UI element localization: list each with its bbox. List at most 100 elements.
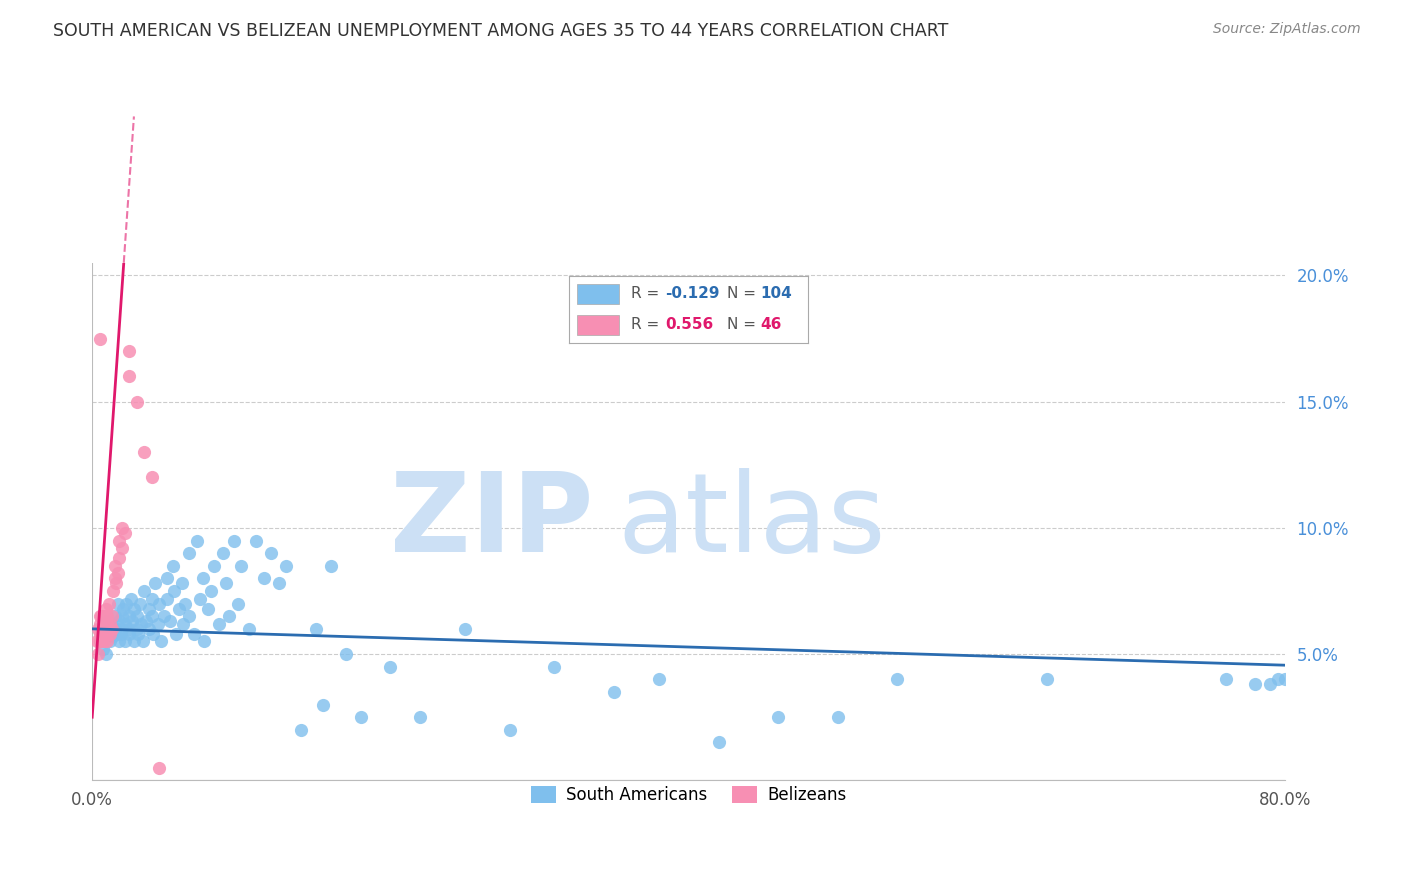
Point [349, 710, 371, 724]
Point [98, 627, 121, 641]
Point [1035, 673, 1057, 687]
Point [89, 609, 111, 624]
Point [90, 609, 112, 624]
Point [108, 614, 131, 628]
Point [454, 622, 477, 636]
Point [179, 546, 201, 560]
Point [218, 609, 240, 624]
Point [200, 584, 222, 599]
Point [89, 332, 111, 346]
Point [93, 627, 115, 641]
Point [94, 601, 117, 615]
Point [167, 601, 190, 615]
Point [179, 609, 201, 624]
Point [499, 723, 522, 737]
Point [96, 627, 118, 641]
Point [1258, 677, 1281, 691]
Point [204, 558, 226, 573]
Point [543, 659, 565, 673]
Point [146, 616, 169, 631]
Point [90, 634, 112, 648]
Point [90, 622, 112, 636]
Point [96, 609, 118, 624]
Point [91, 627, 114, 641]
Point [1267, 673, 1289, 687]
Point [105, 627, 128, 641]
Point [107, 566, 129, 581]
Point [112, 601, 135, 615]
Point [186, 533, 208, 548]
Point [134, 584, 156, 599]
Point [108, 634, 131, 648]
Point [162, 558, 184, 573]
Point [122, 601, 145, 615]
Point [156, 571, 179, 585]
Point [228, 597, 250, 611]
Text: ZIP: ZIP [389, 468, 593, 575]
Point [103, 622, 125, 636]
Point [96, 627, 118, 641]
Point [163, 584, 186, 599]
Point [118, 609, 141, 624]
Point [94, 609, 117, 624]
Point [111, 622, 134, 636]
Point [101, 629, 124, 643]
Point [89, 634, 111, 648]
Point [170, 576, 193, 591]
Point [319, 558, 342, 573]
Point [1274, 673, 1296, 687]
Point [89, 616, 111, 631]
Point [135, 614, 157, 628]
Point [142, 627, 165, 641]
Point [132, 634, 155, 648]
Point [172, 616, 194, 631]
Point [129, 597, 152, 611]
Point [222, 533, 245, 548]
Point [305, 622, 328, 636]
Point [98, 616, 121, 631]
Text: SOUTH AMERICAN VS BELIZEAN UNEMPLOYMENT AMONG AGES 35 TO 44 YEARS CORRELATION CH: SOUTH AMERICAN VS BELIZEAN UNEMPLOYMENT … [53, 22, 949, 40]
Point [125, 609, 148, 624]
Point [108, 551, 131, 566]
Point [114, 634, 136, 648]
Point [93, 627, 115, 641]
Point [94, 647, 117, 661]
Point [105, 576, 128, 591]
Point [152, 609, 174, 624]
Point [212, 546, 235, 560]
Point [122, 634, 145, 648]
Point [191, 571, 214, 585]
Point [165, 627, 187, 641]
Point [148, 597, 170, 611]
Point [312, 698, 335, 712]
Point [111, 541, 134, 555]
Point [766, 710, 789, 724]
Point [131, 616, 153, 631]
Point [100, 609, 122, 624]
Point [159, 614, 181, 628]
Point [118, 369, 141, 384]
Point [267, 576, 290, 591]
Point [238, 622, 260, 636]
Point [141, 609, 163, 624]
Point [138, 601, 160, 615]
Point [215, 576, 238, 591]
Point [245, 533, 267, 548]
Point [98, 622, 121, 636]
Point [96, 622, 118, 636]
Point [173, 597, 195, 611]
Point [93, 622, 115, 636]
Point [91, 642, 114, 657]
Point [141, 591, 163, 606]
Point [91, 609, 114, 624]
Point [115, 597, 138, 611]
Point [96, 634, 118, 648]
Point [118, 344, 141, 359]
Point [111, 609, 134, 624]
Point [188, 591, 211, 606]
Point [114, 616, 136, 631]
Point [183, 627, 205, 641]
Point [827, 710, 849, 724]
Point [110, 627, 132, 641]
Point [97, 622, 120, 636]
